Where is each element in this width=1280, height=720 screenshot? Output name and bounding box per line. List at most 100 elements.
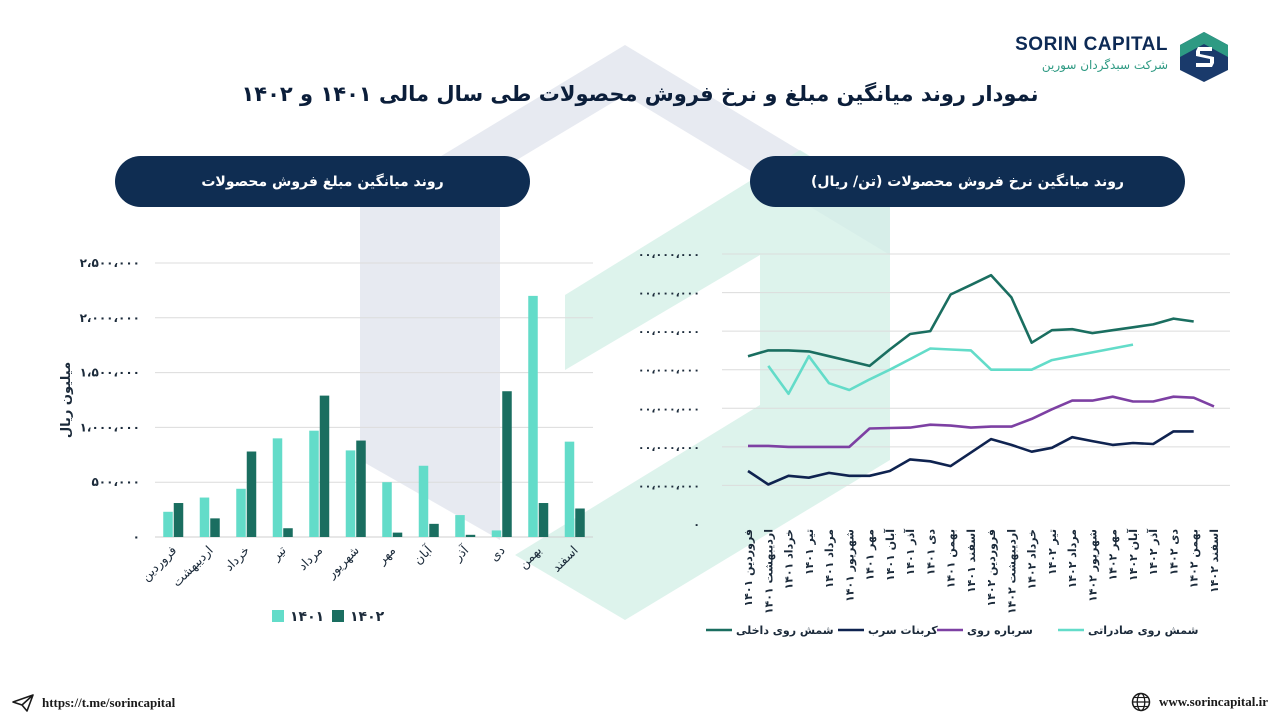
y-tick-label: ۱،۰۰۰،۰۰۰،۰۰۰ bbox=[640, 325, 700, 338]
bar-1401 bbox=[345, 450, 356, 537]
bar-1402 bbox=[210, 518, 220, 537]
x-tick-label: خرداد bbox=[221, 543, 253, 575]
x-tick-label: بهمن bbox=[515, 543, 545, 573]
x-tick-label: دی ۱۴۰۲ bbox=[1167, 529, 1180, 576]
y-tick-label: ۱،۴۰۰،۰۰۰،۰۰۰ bbox=[640, 248, 700, 261]
x-tick-label: بهمن ۱۴۰۱ bbox=[945, 529, 958, 588]
x-tick-label: آذر ۱۴۰۱ bbox=[903, 529, 917, 576]
x-tick-label: فروردین ۱۴۰۱ bbox=[742, 529, 755, 607]
telegram-link[interactable]: https://t.me/sorincapital bbox=[12, 694, 175, 712]
bar-1401 bbox=[309, 430, 319, 537]
y-tick-label: ۱،۰۰۰،۰۰۰ bbox=[80, 420, 140, 434]
x-tick-label: مرداد bbox=[295, 543, 326, 574]
x-tick-label: مرداد ۱۴۰۲ bbox=[1066, 529, 1079, 588]
x-tick-label: تیر ۱۴۰۱ bbox=[803, 529, 816, 575]
bar-1401 bbox=[455, 515, 465, 537]
bar-chart: ۰ ۵۰۰،۰۰۰ ۱،۰۰۰،۰۰۰ ۱،۵۰۰،۰۰۰ ۲،۰۰۰،۰۰۰ ۲،۵۰۰… bbox=[59, 256, 593, 625]
bar-1402 bbox=[392, 532, 403, 537]
x-tick-label: اسفند ۱۴۰۱ bbox=[965, 529, 978, 593]
y-axis-label: میلیون ریال bbox=[59, 362, 74, 438]
bar-1402 bbox=[502, 391, 512, 537]
website-link[interactable]: www.sorincapital.ir bbox=[1131, 692, 1268, 712]
x-tick-label: تیر bbox=[268, 542, 290, 564]
x-tick-label: مرداد ۱۴۰۱ bbox=[823, 529, 836, 588]
y-tick-label: ۰ bbox=[133, 530, 140, 544]
y-tick-label: ۱،۲۰۰،۰۰۰،۰۰۰ bbox=[640, 287, 700, 300]
bar-1401 bbox=[236, 488, 246, 537]
x-tick-label: تیر ۱۴۰۲ bbox=[1046, 529, 1059, 575]
x-tick-label: شهریور bbox=[323, 543, 363, 583]
x-tick-label: شهریور ۱۴۰۱ bbox=[843, 529, 856, 602]
x-tick-label: دی bbox=[486, 543, 507, 564]
y-tick-label: ۸۰۰،۰۰۰،۰۰۰ bbox=[640, 364, 700, 377]
bar-1401 bbox=[382, 482, 392, 537]
legend-label: سرباره روی bbox=[967, 624, 1033, 637]
y-tick-label: ۰ bbox=[693, 518, 700, 531]
x-tick-label: فروردین ۱۴۰۲ bbox=[985, 529, 998, 607]
paper-plane-icon bbox=[12, 694, 34, 712]
left-chart-title: روند میانگین مبلغ فروش محصولات bbox=[115, 156, 530, 207]
globe-icon bbox=[1131, 692, 1151, 712]
bar-1402 bbox=[319, 395, 330, 537]
bar-1402 bbox=[356, 440, 366, 537]
x-tick-label: اردیبهشت ۱۴۰۲ bbox=[1005, 529, 1018, 614]
legend-label: ۱۴۰۱ bbox=[290, 609, 324, 625]
x-tick-label: اردیبهشت bbox=[169, 543, 217, 591]
telegram-url[interactable]: https://t.me/sorincapital bbox=[42, 695, 176, 710]
y-tick-label: ۶۰۰،۰۰۰،۰۰۰ bbox=[640, 402, 700, 415]
bar-1402 bbox=[173, 503, 184, 537]
legend-swatch bbox=[272, 610, 284, 622]
bar-1402 bbox=[465, 534, 476, 537]
bar-1402 bbox=[246, 451, 257, 537]
x-tick-label: دی ۱۴۰۱ bbox=[924, 529, 937, 576]
legend-swatch bbox=[332, 610, 344, 622]
y-tick-label: ۱،۵۰۰،۰۰۰ bbox=[80, 366, 140, 380]
y-tick-label: ۵۰۰،۰۰۰ bbox=[91, 475, 140, 489]
series-line bbox=[747, 273, 1194, 368]
bar-1401 bbox=[199, 497, 210, 537]
x-tick-label: مهر bbox=[373, 543, 399, 569]
series-line bbox=[767, 343, 1134, 396]
x-tick-label: شهریور ۱۴۰۲ bbox=[1086, 529, 1099, 602]
page-title: نمودار روند میانگین مبلغ و نرخ فروش محصو… bbox=[241, 82, 1039, 106]
x-tick-label: آبان ۱۴۰۱ bbox=[883, 529, 897, 581]
y-tick-label: ۴۰۰،۰۰۰،۰۰۰ bbox=[640, 441, 700, 454]
x-tick-label: اسفند bbox=[549, 543, 581, 575]
x-tick-label: آذر ۱۴۰۲ bbox=[1146, 529, 1160, 576]
legend-label: شمش روی داخلی bbox=[736, 624, 834, 637]
website-url[interactable]: www.sorincapital.ir bbox=[1158, 694, 1268, 709]
series-line bbox=[748, 395, 1215, 449]
legend-label: کربنات سرب bbox=[868, 624, 938, 637]
bar-1402 bbox=[538, 503, 549, 537]
x-tick-label: مهر ۱۴۰۱ bbox=[864, 529, 877, 581]
x-tick-label: خرداد ۱۴۰۲ bbox=[1026, 529, 1039, 590]
x-tick-label: بهمن ۱۴۰۲ bbox=[1188, 529, 1201, 588]
x-tick-label: خرداد ۱۴۰۱ bbox=[783, 529, 796, 590]
bar-1401 bbox=[491, 530, 502, 537]
y-tick-label: ۲،۰۰۰،۰۰۰ bbox=[80, 311, 140, 325]
bar-1401 bbox=[163, 511, 173, 537]
right-chart-title: روند میانگین نرخ فروش محصولات (تن/ ریال) bbox=[750, 156, 1185, 207]
line-chart: ۰ ۲۰۰،۰۰۰،۰۰۰ ۴۰۰،۰۰۰،۰۰۰ ۶۰۰،۰۰۰،۰۰۰ ۸۰۰،۰۰… bbox=[640, 248, 1230, 637]
x-tick-label: آذر bbox=[449, 542, 472, 565]
bar-1402 bbox=[575, 508, 585, 537]
legend-label: ۱۴۰۲ bbox=[350, 609, 385, 625]
legend-label: شمش روی صادراتی bbox=[1088, 624, 1198, 637]
bar-1401 bbox=[528, 295, 538, 537]
bar-1402 bbox=[283, 528, 293, 537]
series-line bbox=[747, 430, 1194, 486]
x-tick-label: اردیبهشت ۱۴۰۱ bbox=[762, 529, 775, 614]
x-tick-label: اسفند ۱۴۰۲ bbox=[1208, 529, 1221, 593]
brand-name: SORIN CAPITAL bbox=[1015, 34, 1168, 55]
sorin-logo-icon bbox=[1180, 32, 1228, 82]
x-tick-label: آبان bbox=[410, 542, 435, 567]
brand-logo: SORIN CAPITAL شرکت سبدگردان سورین bbox=[1015, 30, 1240, 82]
bar-1402 bbox=[429, 523, 439, 537]
bar-1401 bbox=[564, 441, 575, 537]
y-tick-label: ۲،۵۰۰،۰۰۰ bbox=[80, 256, 140, 270]
y-tick-label: ۲۰۰،۰۰۰،۰۰۰ bbox=[640, 479, 700, 492]
x-tick-label: مهر ۱۴۰۲ bbox=[1107, 529, 1120, 581]
bar-1401 bbox=[418, 465, 429, 537]
brand-name-fa: شرکت سبدگردان سورین bbox=[1041, 58, 1168, 72]
x-tick-label: آبان ۱۴۰۲ bbox=[1126, 529, 1140, 581]
